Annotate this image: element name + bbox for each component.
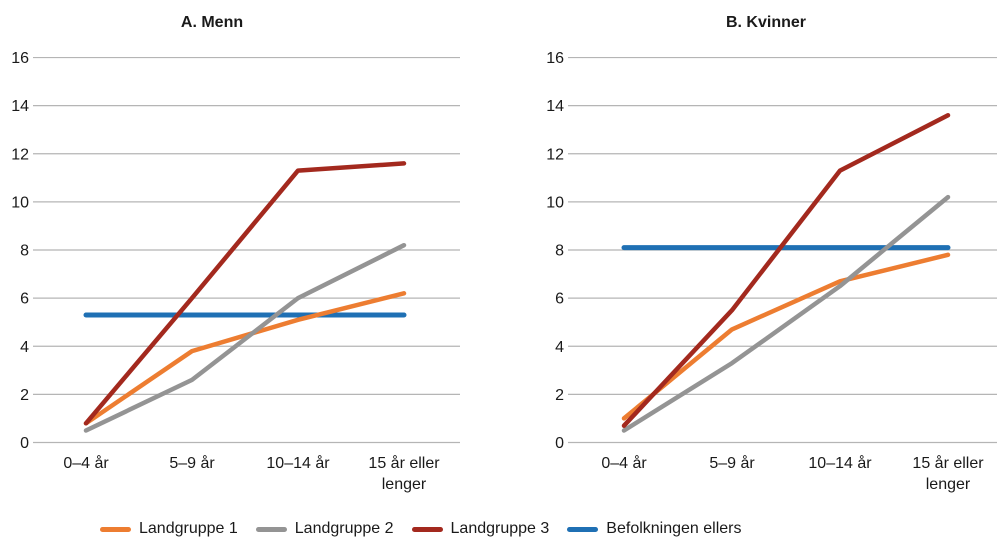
- axis-label: 16: [546, 50, 564, 67]
- axis-label: 15 år eller: [912, 454, 984, 472]
- axis-label: 16: [11, 50, 29, 67]
- legend-swatch-befolkningen-ellers-icon: [567, 526, 599, 532]
- axis-label: 15 år eller: [368, 454, 440, 472]
- chart-panel-kvinner: B. Kvinner 0 2 4 6 8 10 12 14 16 0–4 år 5–9 år 10–14…: [500, 0, 1000, 505]
- axis-label: 2: [20, 387, 29, 404]
- series-line-landgruppe-3: [621, 113, 951, 428]
- chart-title: B. Kvinner: [726, 14, 806, 31]
- legend-item-landgruppe-1: Landgruppe 1: [100, 520, 238, 538]
- legend-item-befolkningen-ellers: Befolkningen ellers: [567, 520, 742, 538]
- legend-swatch-landgruppe-3-icon: [411, 526, 443, 532]
- legend-item-landgruppe-2: Landgruppe 2: [255, 520, 394, 538]
- axis-label: 4: [20, 339, 29, 356]
- axis-label: 8: [20, 243, 29, 260]
- axis-label: 0–4 år: [63, 454, 109, 472]
- axis-label: 10: [11, 194, 29, 211]
- axis-label: 6: [555, 291, 564, 308]
- axis-label: 5–9 år: [169, 454, 215, 472]
- legend-label-landgruppe-2: Landgruppe 2: [294, 520, 394, 537]
- series-line-landgruppe-1: [621, 252, 951, 421]
- axis-label: lenger: [926, 476, 971, 493]
- axis-label: 0–4 år: [601, 454, 647, 472]
- axis-label: 12: [11, 146, 29, 163]
- axis-label: 2: [555, 387, 564, 404]
- legend-item-landgruppe-3: Landgruppe 3: [411, 520, 550, 538]
- series-line-landgruppe-1: [83, 291, 407, 426]
- chart-panel-menn: A. Menn 0 2 4 6 8 10 12 14 16 0–4 år 5–9 år 10–14 år…: [0, 0, 500, 505]
- legend: Landgruppe 1 Landgruppe 2 Landgruppe 3 B…: [0, 516, 1000, 542]
- legend-swatch-landgruppe-1-icon: [100, 526, 131, 532]
- series-line-landgruppe-2: [621, 194, 951, 433]
- series-line-landgruppe-3: [83, 161, 407, 426]
- axis-label: lenger: [382, 476, 427, 493]
- legend-label-landgruppe-3: Landgruppe 3: [450, 520, 550, 537]
- line-chart-menn: A. Menn 0 2 4 6 8 10 12 14 16 0–4 år 5–9 år 10–14 år…: [11, 14, 460, 493]
- line-chart-kvinner: B. Kvinner 0 2 4 6 8 10 12 14 16 0–4 år 5–9 år 10–14…: [546, 14, 997, 493]
- axis-label: 14: [546, 98, 564, 115]
- axis-label: 5–9 år: [709, 454, 755, 472]
- axis-label: 10–14 år: [808, 454, 872, 472]
- legend-label-befolkningen-ellers: Befolkningen ellers: [606, 520, 742, 537]
- axis-label: 12: [546, 146, 564, 163]
- chart-title: A. Menn: [181, 14, 243, 31]
- axis-label: 14: [11, 98, 29, 115]
- series-line-landgruppe-2: [83, 242, 407, 433]
- axis-label: 4: [555, 339, 564, 356]
- legend-label-landgruppe-1: Landgruppe 1: [139, 520, 238, 537]
- axis-label: 0: [555, 435, 564, 452]
- axis-label: 8: [555, 243, 564, 260]
- axis-label: 10–14 år: [266, 454, 330, 472]
- axis-label: 0: [20, 435, 29, 452]
- axis-label: 10: [546, 194, 564, 211]
- legend-swatch-landgruppe-2-icon: [255, 526, 287, 532]
- axis-label: 6: [20, 291, 29, 308]
